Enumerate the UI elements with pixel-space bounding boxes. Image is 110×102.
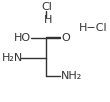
Text: Cl: Cl bbox=[42, 2, 53, 12]
Text: H₂N: H₂N bbox=[2, 53, 23, 63]
Text: H−Cl: H−Cl bbox=[79, 23, 108, 33]
Text: HO: HO bbox=[14, 33, 31, 43]
Text: NH₂: NH₂ bbox=[61, 71, 82, 81]
Text: H: H bbox=[43, 15, 52, 25]
Text: O: O bbox=[61, 33, 70, 43]
